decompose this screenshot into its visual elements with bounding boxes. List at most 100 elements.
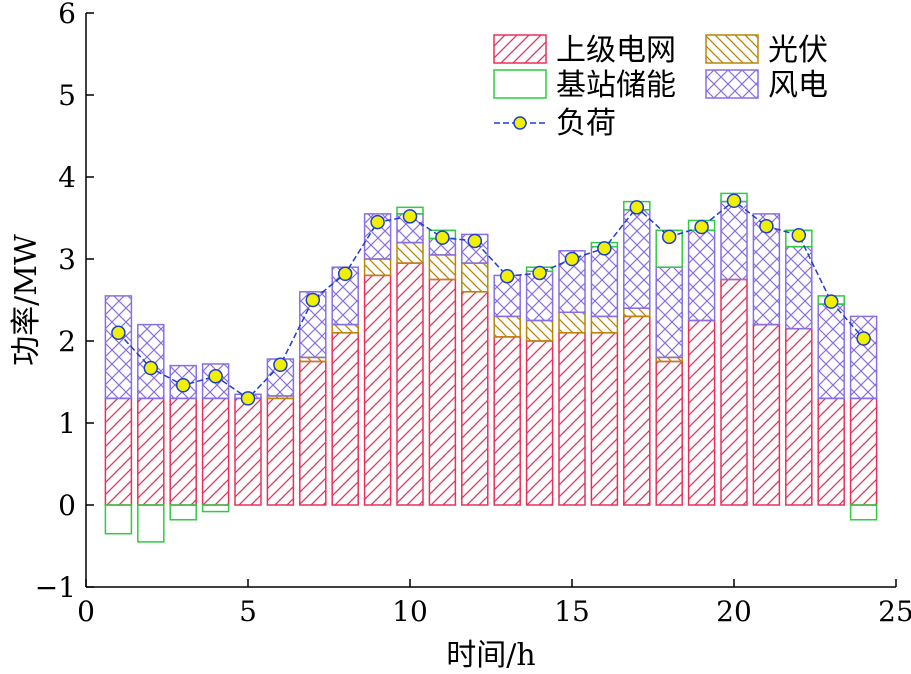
bar-wind-24 — [849, 315, 878, 400]
bar-wind-16 — [590, 245, 619, 318]
bar-grid-8 — [331, 332, 359, 506]
y-tick-label-0: 0 — [58, 489, 76, 522]
bar-grid-20 — [720, 278, 748, 506]
legend-swatch-storage — [493, 69, 547, 99]
load-point-6 — [273, 357, 288, 373]
y-tick-label-1: 1 — [58, 407, 76, 440]
y-tick-label-2: 2 — [58, 325, 76, 358]
load-point-24 — [856, 331, 871, 346]
legend-swatch-wind — [705, 69, 759, 99]
bar-pv-14 — [525, 319, 554, 342]
bar-grid-10 — [396, 262, 424, 506]
load-point-21 — [759, 218, 774, 234]
bar-grid-12 — [461, 291, 489, 506]
load-point-16 — [597, 241, 612, 256]
legend-swatch-grid — [493, 34, 547, 64]
bar-grid-13 — [493, 336, 521, 506]
load-point-23 — [823, 294, 839, 309]
bar-wind-18 — [655, 266, 683, 359]
load-point-17 — [629, 200, 645, 215]
bar-pv-17 — [623, 307, 651, 318]
bar-pv-15 — [558, 311, 586, 334]
load-line — [117, 199, 865, 400]
bar-grid-24 — [849, 397, 878, 506]
load-point-19 — [694, 219, 709, 235]
bar-grid-15 — [558, 332, 586, 506]
bars-layer — [104, 192, 878, 543]
bar-grid-18 — [655, 360, 683, 506]
bar-wind-19 — [687, 229, 716, 322]
bar-grid-19 — [687, 319, 716, 506]
bar-grid-7 — [299, 360, 327, 506]
bar-grid-21 — [752, 323, 781, 506]
load-point-5 — [240, 391, 256, 406]
load-point-7 — [305, 292, 321, 308]
y-tick-label-3: 3 — [58, 243, 76, 276]
load-point-14 — [532, 265, 547, 281]
x-tick-label-0: 0 — [77, 595, 95, 628]
bar-grid-23 — [817, 397, 845, 506]
load-point-3 — [175, 378, 191, 393]
bar-wind-23 — [817, 303, 845, 400]
bar-grid-17 — [623, 315, 651, 506]
bar-wind-20 — [720, 200, 748, 281]
bar-wind-17 — [623, 209, 651, 309]
load-point-12 — [467, 233, 483, 249]
legend-label-pv: 光伏 — [768, 33, 828, 68]
legend-marker-load — [513, 116, 527, 130]
load-point-1 — [111, 325, 126, 341]
x-tick-label-15: 15 — [554, 595, 590, 628]
bar-storage-3 — [169, 504, 197, 521]
y-tick-label--1: −1 — [35, 571, 76, 604]
axes — [85, 13, 896, 588]
y-tick-label-4: 4 — [58, 161, 76, 194]
bar-grid-9 — [363, 274, 392, 506]
bar-storage-4 — [201, 504, 230, 513]
load-line-layer — [111, 193, 871, 406]
y-tick-label-5: 5 — [58, 79, 76, 112]
load-point-10 — [402, 209, 418, 224]
legend-swatch-pv — [705, 34, 759, 64]
x-tick-label-20: 20 — [716, 595, 752, 628]
bar-wind-2 — [137, 323, 165, 400]
bar-wind-22 — [785, 245, 813, 330]
bar-pv-11 — [428, 254, 457, 281]
load-point-22 — [791, 227, 807, 243]
bar-storage-24 — [849, 504, 878, 521]
x-tick-label-5: 5 — [239, 595, 257, 628]
load-point-2 — [143, 360, 159, 376]
bar-pv-8 — [331, 323, 359, 334]
load-point-9 — [370, 214, 385, 230]
bar-grid-5 — [234, 397, 262, 506]
y-tick-label-6: 6 — [58, 0, 76, 30]
bar-grid-4 — [201, 397, 230, 506]
x-tick-label-10: 10 — [392, 595, 428, 628]
bar-grid-22 — [785, 327, 813, 506]
bar-grid-16 — [590, 332, 619, 506]
load-point-18 — [661, 229, 677, 245]
bar-wind-14 — [525, 270, 554, 322]
bar-wind-1 — [104, 295, 133, 400]
y-axis-label: 功率/MW — [9, 234, 44, 366]
legend-label-wind: 风电 — [768, 68, 828, 103]
bar-grid-6 — [266, 397, 295, 506]
bar-pv-12 — [461, 262, 489, 293]
bar-grid-1 — [104, 397, 133, 506]
load-point-4 — [208, 369, 223, 384]
bar-grid-14 — [525, 340, 554, 506]
load-point-11 — [435, 230, 450, 245]
bar-pv-16 — [590, 315, 619, 334]
bar-pv-9 — [363, 258, 392, 277]
x-tick-label-25: 25 — [878, 595, 911, 628]
legend-label-load: 负荷 — [556, 106, 616, 141]
legend-label-grid: 上级电网 — [556, 33, 676, 68]
legend-label-storage: 基站储能 — [556, 68, 676, 103]
bar-pv-13 — [493, 315, 521, 338]
load-point-13 — [499, 268, 515, 284]
load-point-8 — [337, 266, 353, 282]
bar-pv-10 — [396, 241, 424, 264]
bar-grid-2 — [137, 397, 165, 506]
bar-grid-3 — [169, 397, 197, 506]
load-point-15 — [564, 251, 580, 267]
